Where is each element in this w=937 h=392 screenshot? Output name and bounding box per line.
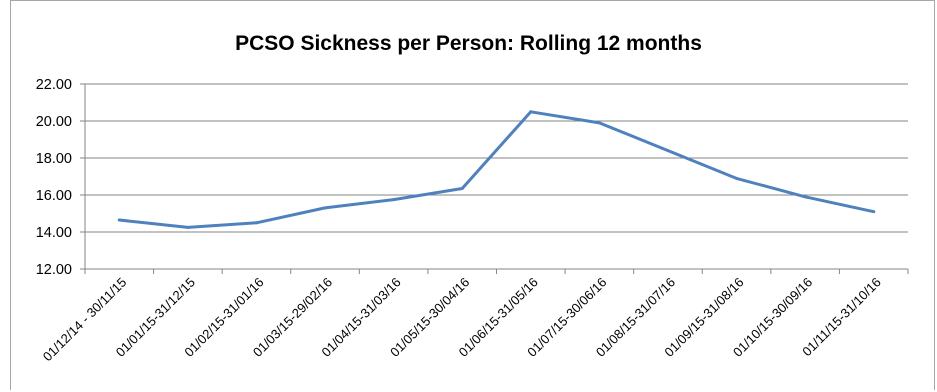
data-point [186,225,190,229]
y-tick-label: 22.00 [36,77,72,93]
y-tick-label: 12.00 [36,262,72,278]
data-point [735,176,739,180]
data-point [117,218,121,222]
data-point [460,187,464,191]
data-point [872,210,876,214]
data-point [323,206,327,210]
x-axis-ticks: 01/12/14 - 30/11/1501/01/15-31/12/1501/0… [40,275,884,365]
y-tick-label: 14.00 [36,225,72,241]
series-line [117,110,876,229]
series-group [117,110,876,229]
data-point [254,221,258,225]
data-point [597,121,601,125]
chart-title: PCSO Sickness per Person: Rolling 12 mon… [235,32,702,55]
data-point [666,149,670,153]
data-point [803,195,807,199]
gridlines [80,83,908,270]
data-point [392,198,396,202]
y-tick-label: 18.00 [36,151,72,167]
y-axis-ticks: 12.00 14.00 16.00 18.00 20.00 22.00 [36,77,72,278]
data-point [529,110,533,114]
y-tick-label: 20.00 [36,114,72,130]
x-axis [84,84,909,274]
y-tick-label: 16.00 [36,188,72,204]
